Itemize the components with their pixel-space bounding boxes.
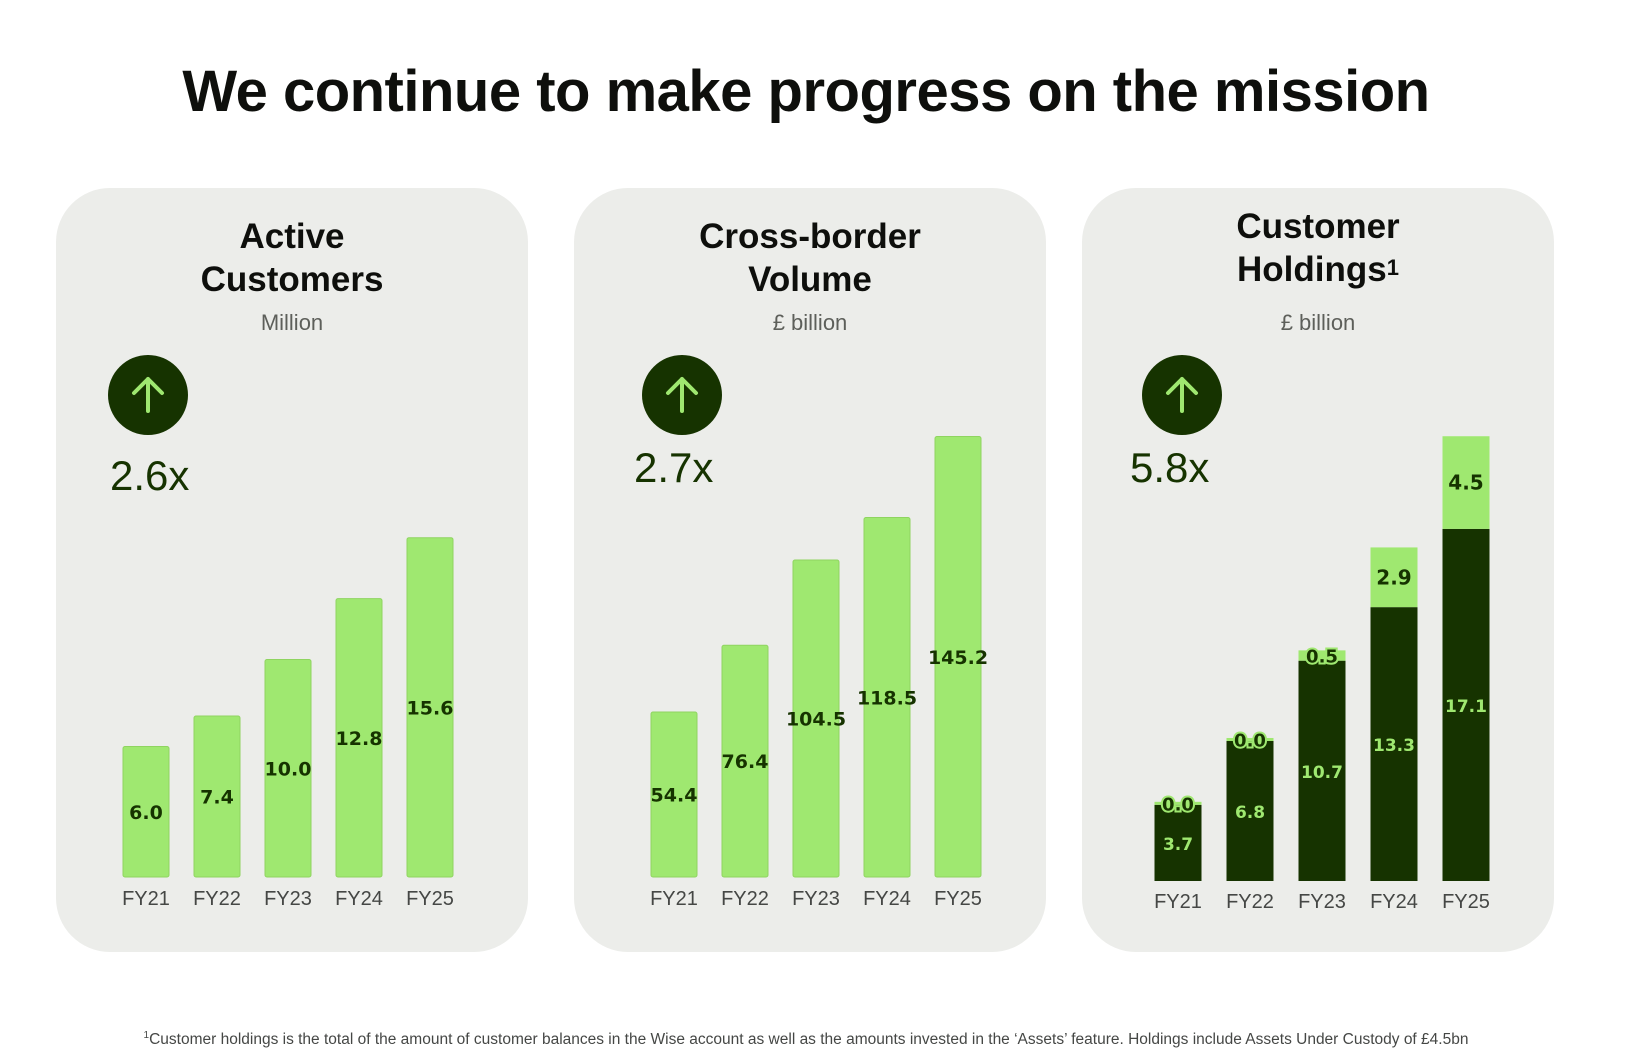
customer-holdings-card: Customer Holdings1 £ billion 5.8x 3.7 0.0…: [1082, 188, 1554, 952]
x-tick-label: FY21: [122, 888, 170, 910]
bar-fy25: [406, 537, 454, 878]
growth-badge: [642, 355, 722, 435]
x-tick-label: FY24: [1370, 891, 1418, 913]
growth-multiplier: 2.6x: [110, 452, 190, 499]
bar-base-value-label: 17.1: [1445, 697, 1487, 717]
bar-base-value-label: 6.8: [1235, 803, 1265, 823]
x-tick-label: FY23: [1298, 891, 1346, 913]
bar-fy22: [193, 715, 241, 878]
card-title: Active Customers: [56, 215, 528, 301]
growth-multiplier: 2.7x: [634, 444, 714, 491]
bar-fy23: [264, 659, 312, 878]
active-customers-chart: 6.0 FY21 7.4 FY22 10.0 FY23 12.8 FY24 15.6 FY25: [122, 537, 454, 910]
arrow-up-icon: [132, 377, 164, 413]
bar-top-fy25: [1442, 436, 1490, 529]
bar-top-fy21: [1154, 801, 1202, 805]
bar-fy21: [650, 711, 698, 878]
bar-value-label: 6.0: [129, 802, 163, 824]
bar-base-fy24: [1370, 607, 1418, 881]
bar-base-fy23: [1298, 660, 1346, 881]
arrow-up-icon: [1166, 377, 1198, 413]
card-title-line2: Customers: [200, 260, 384, 299]
x-tick-label: FY22: [721, 888, 769, 910]
bar-top-value-label: 0.0: [1162, 794, 1194, 815]
x-tick-label: FY25: [934, 888, 982, 910]
active-customers-card: Active Customers Million 2.6x 6.0 FY21 7.4…: [56, 188, 528, 952]
x-tick-label: FY22: [193, 888, 241, 910]
bar-base-value-label: 10.7: [1301, 763, 1343, 783]
bar-base-fy21: [1154, 804, 1202, 881]
x-tick-label: FY25: [1442, 891, 1490, 913]
bar-top-fy22: [1226, 737, 1274, 741]
bar-fy25: [934, 436, 982, 878]
bar-fy21: [122, 746, 170, 878]
bar-value-label: 118.5: [857, 687, 917, 709]
footnote-marker: 1: [1386, 255, 1399, 280]
x-tick-label: FY24: [863, 888, 911, 910]
x-tick-label: FY23: [792, 888, 840, 910]
bar-value-label: 76.4: [722, 751, 769, 773]
bar-base-fy25: [1442, 528, 1490, 881]
card-unit: £ billion: [1280, 310, 1356, 335]
x-tick-label: FY23: [264, 888, 312, 910]
growth-multiplier: 5.8x: [1130, 444, 1210, 491]
customer-holdings-chart: 3.7 0.0 FY21 6.8 0.0 FY22 10.7 0.5 FY23 13.3 2.9 FY…: [1154, 436, 1490, 913]
bar-top-fy23: [1298, 650, 1346, 661]
bar-top-value-label: 0.5: [1306, 647, 1338, 668]
bar-value-label: 104.5: [786, 709, 846, 731]
footnote: 1Customer holdings is the total of the a…: [0, 1030, 1612, 1049]
card-unit: £ billion: [772, 310, 848, 335]
bar-fy23: [792, 559, 840, 878]
bar-value-label: 7.4: [200, 787, 234, 809]
card-title-line2: Holdings: [1237, 250, 1387, 289]
bar-value-label: 12.8: [336, 728, 383, 750]
footnote-text: Customer holdings is the total of the am…: [149, 1031, 1469, 1049]
footnote-marker: 1: [143, 1030, 150, 1041]
growth-badge: [1142, 355, 1222, 435]
x-tick-label: FY21: [650, 888, 698, 910]
x-tick-label: FY24: [335, 888, 383, 910]
card-title: Cross-border Volume: [574, 215, 1046, 301]
x-tick-label: FY25: [406, 888, 454, 910]
bar-fy24: [335, 598, 383, 878]
card-unit: Million: [260, 310, 324, 335]
cross-border-volume-chart: 54.4 FY21 76.4 FY22 104.5 FY23 118.5 FY24 145.2 F…: [650, 436, 988, 910]
bar-value-label: 15.6: [407, 697, 454, 719]
card-title-line1: Active: [239, 217, 345, 256]
arrow-up-icon: [666, 377, 698, 413]
bar-top-value-label: 2.9: [1376, 565, 1411, 589]
growth-badge: [108, 355, 188, 435]
card-title-line1: Customer: [1236, 207, 1400, 246]
bar-top-fy24: [1370, 547, 1418, 608]
bar-fy24: [863, 517, 911, 878]
bar-base-fy22: [1226, 740, 1274, 881]
bar-top-value-label: 4.5: [1448, 471, 1483, 495]
x-tick-label: FY21: [1154, 891, 1202, 913]
card-title-line1: Cross-border: [699, 217, 921, 256]
x-tick-label: FY22: [1226, 891, 1274, 913]
bar-base-value-label: 13.3: [1373, 736, 1415, 756]
page-title: We continue to make progress on the miss…: [182, 59, 1430, 124]
bar-value-label: 54.4: [651, 784, 698, 806]
bar-fy22: [721, 644, 769, 878]
bar-value-label: 10.0: [265, 758, 312, 780]
bar-top-value-label: 0.0: [1234, 730, 1266, 751]
card-title-line2: Volume: [748, 260, 872, 299]
cross-border-volume-card: Cross-border Volume £ billion 2.7x 54.4 F…: [574, 188, 1046, 952]
bar-base-value-label: 3.7: [1163, 835, 1193, 855]
bar-value-label: 145.2: [928, 647, 988, 669]
card-title: Customer Holdings1: [1082, 205, 1554, 291]
